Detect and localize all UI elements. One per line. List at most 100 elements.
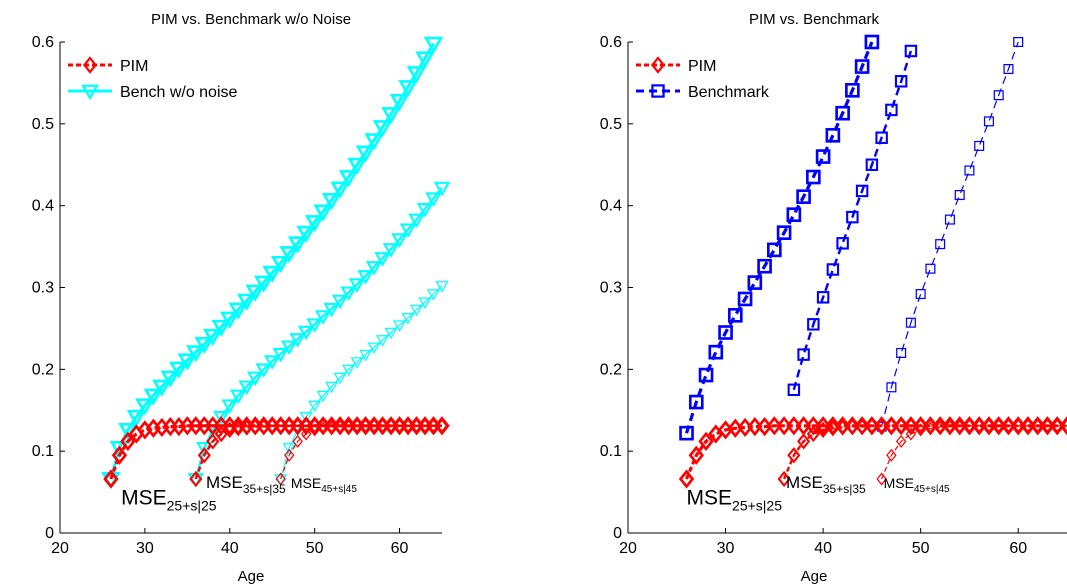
- data-point: [263, 355, 281, 370]
- series-line: [792, 50, 913, 391]
- data-point: [245, 284, 266, 302]
- x-tick-label: 50: [306, 540, 324, 557]
- y-tick-label: 0.5: [32, 116, 54, 133]
- data-point: [111, 445, 128, 465]
- legend-marker: [651, 84, 665, 98]
- data-point: [275, 472, 286, 486]
- annotation-mse-2: MSE35+s|35: [206, 473, 286, 496]
- data-point: [708, 344, 724, 360]
- annotation-subscript: 45+s|45: [321, 484, 357, 495]
- data-point: [426, 417, 441, 434]
- data-point: [289, 333, 306, 348]
- data-point: [419, 419, 431, 433]
- annotation-subscript: 25+s|25: [167, 498, 217, 514]
- data-point: [399, 223, 417, 238]
- data-point: [925, 421, 936, 435]
- annotation-base: MSE: [884, 475, 914, 491]
- y-tick-label: 0.2: [32, 361, 54, 378]
- series-bench-w-o-noise-25: [101, 36, 444, 490]
- data-point: [347, 157, 367, 175]
- x-tick-label: 20: [51, 540, 69, 557]
- data-point: [915, 289, 926, 300]
- data-point: [189, 470, 203, 488]
- data-point: [357, 270, 374, 285]
- data-point: [1001, 417, 1015, 434]
- data-point: [262, 265, 282, 283]
- data-point: [317, 421, 329, 435]
- annotation-subscript: 35+s|35: [243, 482, 286, 496]
- data-point: [964, 419, 975, 433]
- data-point: [992, 417, 1006, 434]
- annotation-mse-3: MSE45+s|45: [884, 475, 950, 495]
- data-point: [435, 417, 449, 434]
- data-point: [300, 427, 312, 441]
- legend-label: PIM: [688, 58, 716, 75]
- data-point: [377, 419, 388, 433]
- annotation-base: MSE: [206, 473, 243, 492]
- x-tick-label: 50: [912, 540, 930, 557]
- series-bench-w-o-noise-45: [274, 281, 449, 486]
- series-pim-45: [275, 419, 448, 486]
- data-point: [816, 421, 830, 439]
- data-point: [186, 345, 206, 363]
- data-point: [894, 417, 908, 434]
- data-point: [982, 417, 996, 434]
- annotation-subscript: 45+s|45: [914, 484, 950, 495]
- data-point: [974, 140, 985, 151]
- data-point: [826, 420, 840, 437]
- series-line: [280, 285, 443, 480]
- data-point: [368, 419, 380, 433]
- y-tick-label: 0.4: [600, 198, 622, 215]
- data-point: [152, 379, 172, 397]
- data-point: [864, 34, 880, 50]
- data-point: [836, 419, 850, 436]
- data-point: [964, 165, 975, 176]
- data-point: [284, 448, 295, 462]
- data-point: [343, 420, 354, 434]
- data-point: [944, 420, 956, 434]
- data-point: [274, 417, 288, 434]
- data-point: [766, 416, 783, 436]
- data-point: [342, 364, 356, 377]
- chart-panel-2: PIM vs. Benchmark 0 0.1 0.2 0.3 0.4 0.5 0.6 20 30…: [600, 11, 1067, 585]
- data-point: [423, 36, 444, 54]
- data-point: [314, 310, 332, 325]
- data-point: [389, 93, 410, 112]
- data-point: [135, 398, 155, 416]
- data-point: [875, 417, 889, 434]
- data-point: [394, 419, 405, 433]
- data-point: [962, 417, 976, 434]
- series-bench-w-o-noise-35: [187, 181, 451, 488]
- data-point: [835, 105, 850, 121]
- data-point: [1031, 417, 1045, 434]
- series-pim-45: [876, 419, 1067, 486]
- data-point: [270, 256, 291, 274]
- legend-marker: [81, 84, 99, 101]
- data-point: [236, 293, 257, 311]
- data-point: [1003, 419, 1014, 433]
- data-point: [954, 190, 965, 201]
- data-point: [313, 204, 333, 222]
- annotation-mse-1: MSE25+s|25: [687, 486, 783, 513]
- x-axis-label: Age: [801, 568, 828, 585]
- y-tick-label: 0.1: [32, 443, 54, 460]
- data-point: [806, 425, 820, 443]
- data-point: [845, 82, 860, 98]
- data-point: [1042, 419, 1053, 433]
- data-point: [398, 80, 418, 98]
- data-point: [367, 342, 381, 354]
- data-point: [297, 325, 315, 341]
- data-point: [194, 337, 215, 355]
- data-point: [248, 418, 262, 435]
- data-point: [274, 474, 288, 486]
- annotation-base: MSE: [687, 486, 733, 509]
- data-point: [797, 433, 811, 450]
- data-point: [777, 470, 791, 488]
- data-point: [143, 388, 164, 406]
- data-point: [1013, 36, 1024, 48]
- data-point: [806, 169, 821, 185]
- data-point: [816, 291, 830, 304]
- data-point: [688, 394, 704, 410]
- series-benchmark-45: [876, 36, 1024, 432]
- data-point: [426, 289, 441, 301]
